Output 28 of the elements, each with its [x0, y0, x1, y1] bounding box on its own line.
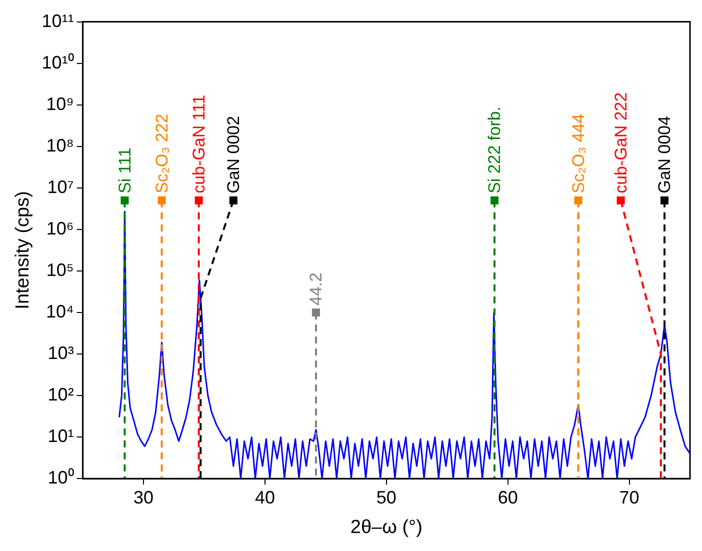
y-tick-label: 10⁸: [46, 135, 74, 156]
y-tick-label: 10¹: [48, 426, 74, 446]
x-tick-label: 60: [498, 487, 518, 508]
y-tick-label: 10⁰: [48, 468, 74, 488]
x-tick-label: 50: [376, 487, 396, 508]
annotation: GaN 0004: [655, 116, 674, 194]
y-tick-label: 10³: [48, 342, 74, 363]
y-tick-label: 10⁶: [46, 218, 74, 238]
annotation: GaN 0002: [224, 116, 244, 194]
annotation: Si 222 forb.: [485, 106, 504, 194]
x-tick-label: 40: [254, 487, 275, 508]
y-tick-label: 10⁴: [46, 301, 74, 322]
y-tick-label: 10⁹: [46, 94, 74, 114]
annotation: cub-GaN 111: [189, 94, 208, 194]
annotation: cub-GaN 222: [611, 92, 630, 194]
annotation: Sc₂O₃ 222: [152, 114, 172, 194]
annotation: Sc₂O₃ 444: [568, 114, 588, 194]
x-axis-title: 2θ–ω (°): [350, 516, 422, 538]
y-tick-label: 10²: [48, 384, 74, 405]
x-tick-label: 70: [619, 487, 640, 508]
annotation: 44.2: [306, 272, 326, 306]
x-tick-label: 30: [134, 487, 154, 508]
y-axis-title: Intensity (cps): [12, 191, 34, 310]
y-tick-label: 10⁵: [46, 260, 74, 280]
y-tick-label: 10¹⁰: [42, 52, 74, 72]
y-tick-label: 10¹¹: [42, 10, 74, 31]
annotation: Si 111: [115, 148, 134, 194]
y-tick-label: 10⁷: [47, 176, 74, 197]
